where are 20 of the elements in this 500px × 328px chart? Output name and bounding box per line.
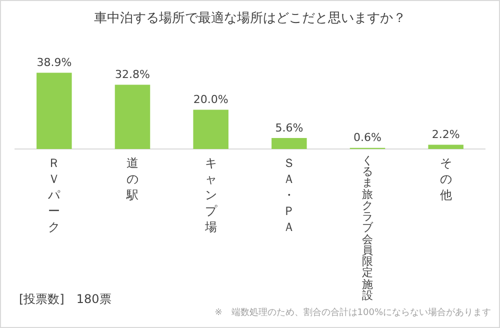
bar [114, 84, 150, 149]
bar [428, 144, 464, 149]
category-label: くるま旅クラブ会員限定施設 [362, 154, 373, 302]
data-label: 20.0% [193, 93, 228, 106]
x-tick-label: ＳＡ・ＰＡ [282, 155, 296, 235]
bar [36, 72, 72, 149]
data-label: 5.6% [275, 121, 304, 134]
data-label: 0.6% [354, 131, 382, 144]
x-tick-label: キャンプ場 [204, 155, 218, 235]
data-label: 2.2% [432, 128, 460, 142]
x-tick-label: 道の駅 [126, 155, 139, 203]
chart-title: 車中泊する場所で最適な場所はどこだと思いますか？ [93, 10, 407, 27]
text: ※ 端数処理のため、割合の合計は100%にならない場合があります [214, 306, 491, 319]
bar [193, 110, 228, 149]
x-tick-label: その他 [439, 155, 452, 203]
text: [投票数] 180票 [19, 291, 112, 308]
data-label: 38.9% [36, 56, 72, 70]
data-label: 32.8% [115, 68, 150, 82]
bar [272, 138, 307, 149]
x-tick-label: ＲＶパーク [48, 155, 61, 235]
